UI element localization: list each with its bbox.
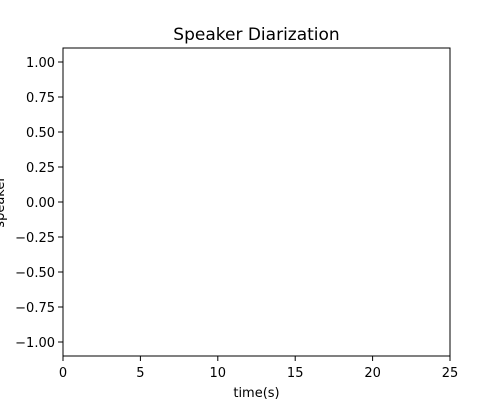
y-tick-label: 0.50 [26, 126, 55, 141]
x-tick-label: 10 [210, 366, 227, 381]
y-tick-label: −0.25 [15, 231, 55, 246]
x-axis-label: time(s) [233, 386, 279, 400]
y-axis-label: speaker [0, 176, 8, 228]
y-tick-label: −0.75 [15, 301, 55, 316]
x-tick-label: 25 [442, 366, 459, 381]
x-tick-label: 20 [364, 366, 381, 381]
y-tick-label: 0.00 [26, 196, 55, 211]
chart-title: Speaker Diarization [173, 25, 339, 45]
y-tick-label: −1.00 [15, 336, 55, 351]
y-axis: 1.00 0.75 0.50 0.25 0.00 −0.25 −0.50 −0.75 −1.00 [15, 56, 63, 351]
y-tick-label: 0.25 [26, 161, 55, 176]
x-tick-label: 15 [287, 366, 304, 381]
x-axis: 0 5 10 15 20 25 [59, 356, 458, 381]
y-tick-label: 0.75 [26, 91, 55, 106]
x-tick-label: 0 [59, 366, 67, 381]
y-tick-label: 1.00 [26, 56, 55, 71]
y-tick-label: −0.50 [15, 266, 55, 281]
x-tick-label: 5 [136, 366, 144, 381]
plot-area [62, 47, 451, 357]
